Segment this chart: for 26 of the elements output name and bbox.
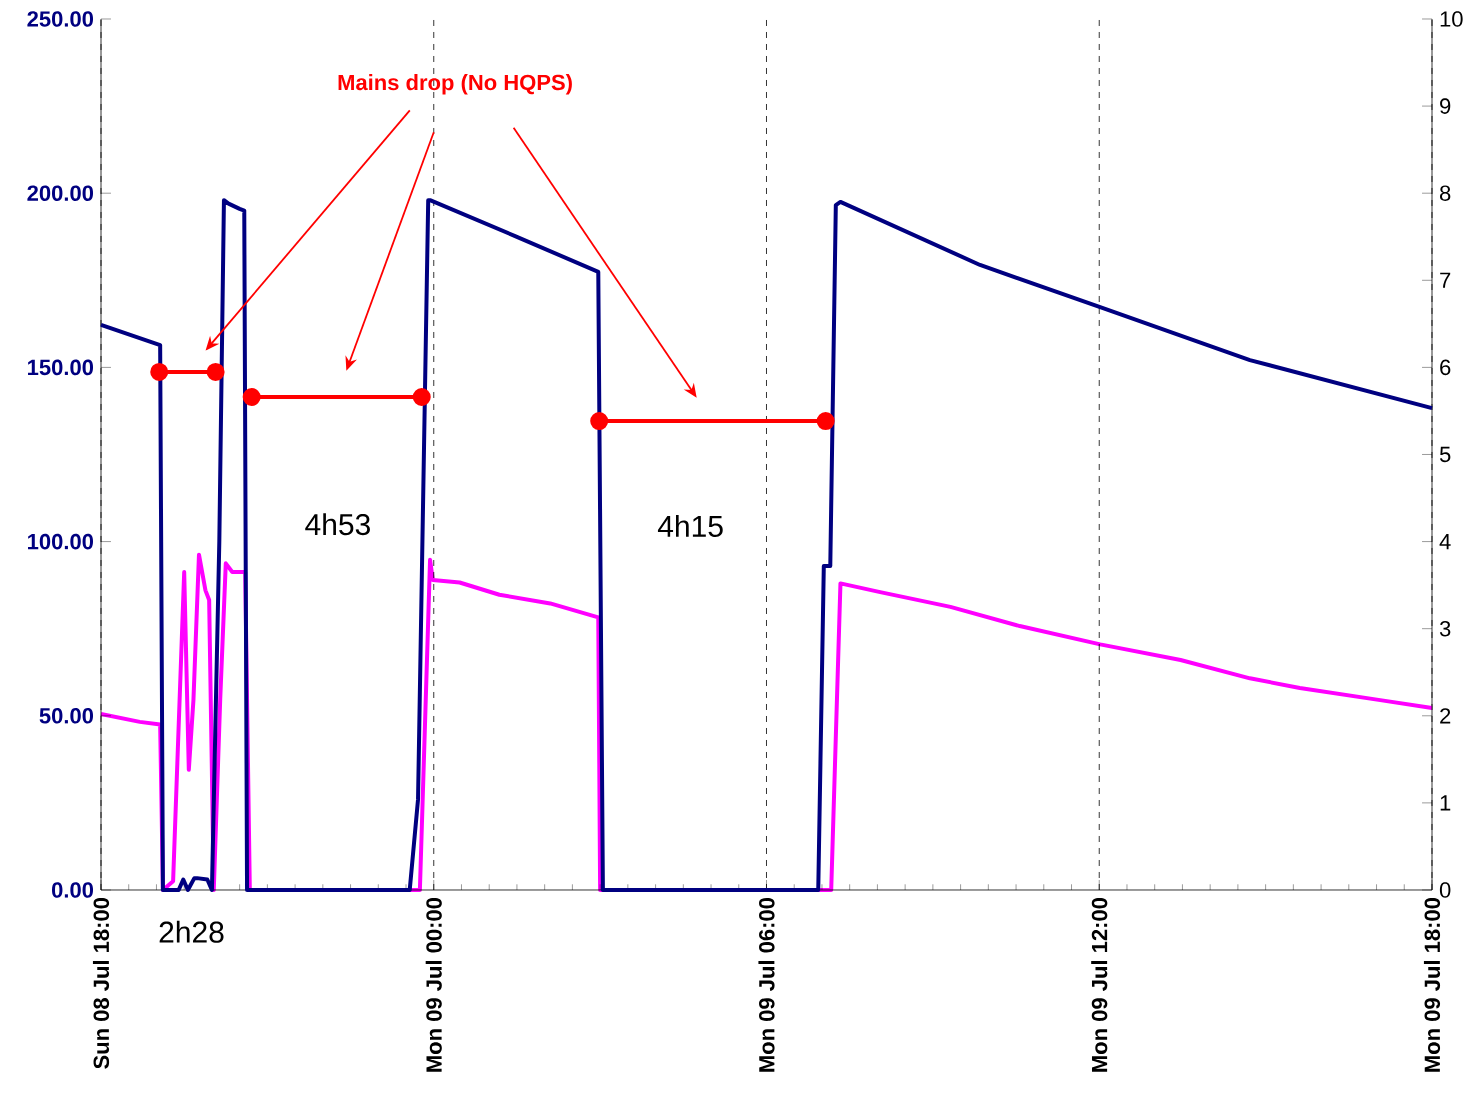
x-tick-label: Sun 08 Jul 18:00 [92, 897, 110, 1069]
y-tick-label: 250.00 [27, 11, 94, 27]
y-tick-label: 50.00 [39, 708, 94, 724]
y2-tick-label: 7 [1440, 272, 1451, 288]
y2-tick-label: 9 [1440, 98, 1451, 114]
y2-tick-label: 2 [1440, 708, 1451, 724]
x-tick-label: Mon 09 Jul 00:00 [425, 897, 442, 1072]
y2-tick-label: 4 [1439, 534, 1451, 550]
annotation: Mains drop (No HQPS) [338, 74, 572, 95]
y-tick-label: 200.00 [27, 185, 94, 201]
y-tick-label: 150.00 [28, 359, 94, 376]
x-tick-label: Mon 09 Jul 18:00 [1423, 897, 1441, 1072]
text: 2h28 [159, 920, 224, 943]
y2-tick-label: 8 [1440, 185, 1451, 201]
y2-tick-label: 6 [1440, 359, 1451, 376]
y2-tick-label: 0 [1439, 882, 1451, 898]
y-tick-label: 0.00 [52, 882, 94, 898]
y2-tick-label: 1 [1440, 795, 1451, 811]
x-tick-label: Mon 09 Jul 12:00 [1091, 897, 1108, 1072]
x-tick-label: Mon 09 Jul 06:00 [758, 897, 775, 1072]
y-tick-label: 100.00 [28, 533, 94, 550]
y2-tick-label: 3 [1439, 620, 1451, 637]
y2-tick-label: 10 [1440, 11, 1463, 27]
annotation: 4h53 [305, 513, 370, 536]
y2-tick-label: 5 [1439, 446, 1451, 463]
annotation: 4h15 [657, 514, 723, 537]
